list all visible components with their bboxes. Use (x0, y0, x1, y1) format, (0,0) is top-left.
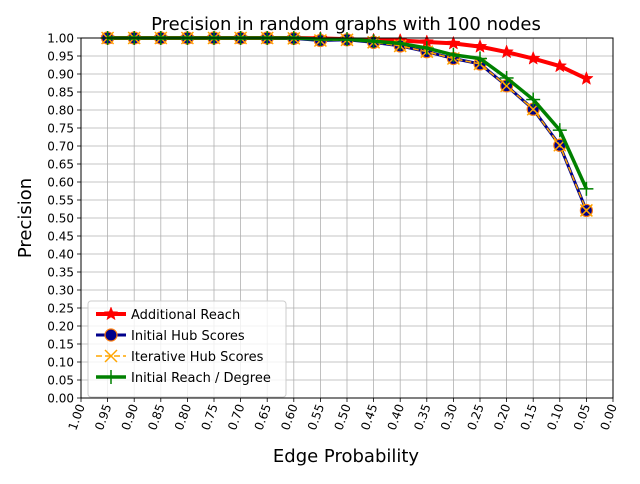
legend-item: Additional Reach (96, 306, 240, 323)
x-tick-label: 0.35 (411, 402, 433, 432)
data-point (446, 47, 461, 62)
data-point (579, 203, 593, 217)
x-tick-label: 0.65 (252, 402, 274, 432)
y-tick-label: 0.45 (47, 230, 74, 244)
legend-marker-stroke (104, 349, 118, 363)
chart-title: Precision in random graphs with 100 node… (151, 14, 541, 35)
legend-item: Initial Hub Scores (96, 328, 245, 344)
x-tick-label: 0.10 (544, 402, 566, 432)
y-tick-label: 0.30 (47, 284, 74, 298)
legend-item: Initial Reach / Degree (96, 370, 271, 386)
data-point (579, 181, 594, 196)
y-tick-label: 0.50 (47, 212, 74, 226)
legend-marker (104, 328, 118, 342)
data-point (579, 70, 594, 85)
y-tick-label: 0.90 (47, 68, 74, 82)
data-point (313, 32, 328, 47)
x-tick-label: 0.40 (385, 402, 407, 432)
x-tick-label: 0.50 (332, 402, 354, 432)
legend-marker (104, 370, 118, 384)
y-tick-label: 0.25 (47, 302, 74, 316)
y-tick-label: 0.05 (47, 374, 74, 388)
y-tick-label: 0.00 (47, 392, 74, 406)
data-point (552, 58, 568, 73)
y-tick-label: 0.15 (47, 338, 74, 352)
legend-label: Initial Hub Scores (131, 329, 245, 344)
x-tick-label: 0.85 (145, 402, 167, 432)
y-tick-label: 0.65 (47, 158, 74, 172)
data-point (419, 41, 434, 56)
x-tick-label: 0.45 (358, 402, 380, 432)
y-tick-label: 0.35 (47, 266, 74, 280)
x-tick-label: 0.05 (571, 402, 593, 432)
y-tick-label: 0.10 (47, 356, 74, 370)
data-point (499, 44, 514, 59)
y-tick-label: 0.40 (47, 248, 74, 262)
x-tick-label: 0.20 (491, 402, 513, 432)
x-tick-label: 0.80 (172, 402, 194, 432)
legend-label: Additional Reach (131, 308, 240, 323)
x-tick-label: 0.25 (465, 402, 487, 432)
data-point-stroke (579, 203, 593, 217)
y-tick-label: 0.20 (47, 320, 74, 334)
x-tick-label: 0.90 (119, 402, 141, 432)
data-point (499, 70, 514, 85)
data-point (366, 34, 381, 49)
y-tick-label: 0.75 (47, 122, 74, 136)
data-point (473, 51, 487, 66)
legend-label: Initial Reach / Degree (131, 371, 271, 386)
legend-marker (104, 349, 118, 363)
data-point (446, 35, 461, 50)
data-point (525, 50, 541, 65)
x-tick-label: 0.60 (278, 402, 300, 432)
y-tick-label: 0.95 (47, 50, 74, 64)
x-tick-label: 0.15 (518, 402, 540, 432)
y-tick-label: 0.60 (47, 176, 74, 190)
data-point (393, 36, 408, 51)
y-tick-label: 0.55 (47, 194, 74, 208)
x-tick-label: 0.95 (92, 402, 114, 432)
legend-marker (103, 306, 119, 321)
legend-label: Iterative Hub Scores (131, 350, 264, 365)
data-point (526, 92, 541, 107)
y-tick-label: 1.00 (47, 32, 74, 46)
y-tick-label: 0.80 (47, 104, 74, 118)
x-tick-label: 0.55 (305, 402, 327, 432)
x-tick-label: 0.00 (598, 402, 620, 432)
y-axis-label: Precision (15, 178, 36, 258)
y-tick-label: 0.70 (47, 140, 74, 154)
x-tick-label: 1.00 (66, 402, 88, 432)
legend-item: Iterative Hub Scores (96, 349, 264, 365)
x-axis-label: Edge Probability (273, 446, 420, 467)
x-tick-label: 0.75 (199, 402, 221, 432)
x-tick-label: 0.70 (225, 402, 247, 432)
legend-box (87, 300, 287, 398)
data-point (472, 38, 488, 53)
legend: Additional Reach Initial Hub Scores Iterat… (87, 300, 287, 398)
data-point (552, 123, 567, 138)
y-tick-label: 0.85 (47, 86, 74, 100)
x-tick-label: 0.30 (438, 402, 460, 432)
data-point (340, 32, 354, 47)
